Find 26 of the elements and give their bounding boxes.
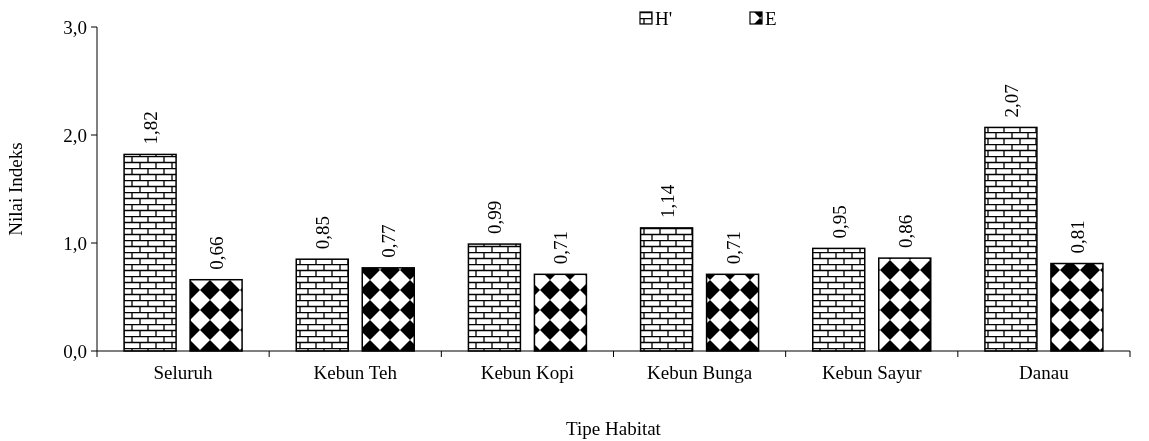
x-tick-label: Kebun Sayur: [821, 362, 923, 383]
x-tick-label: Kebun Kopi: [480, 362, 575, 383]
data-label: 0,99: [484, 200, 506, 235]
data-label: 0,95: [828, 205, 850, 239]
y-tick-label: 2,0: [63, 124, 87, 146]
data-label: 1,82: [140, 111, 162, 145]
x-axis-title: Tipe Habitat: [566, 418, 662, 439]
y-tick-label: 3,0: [63, 16, 87, 38]
data-label: 0,81: [1066, 220, 1088, 254]
data-label: 0,71: [550, 231, 572, 265]
data-label: 2,07: [1000, 84, 1022, 118]
y-tick-label: 0,0: [63, 340, 87, 362]
data-label: 0,86: [894, 214, 916, 249]
y-axis-title: Nilai Indeks: [5, 142, 26, 236]
x-tick-label: Kebun Teh: [313, 362, 398, 383]
data-label: 0,85: [312, 215, 334, 250]
data-label: 1,14: [656, 184, 678, 218]
x-tick-label: Danau: [1019, 362, 1070, 383]
legend-label: H': [655, 7, 673, 29]
x-tick-label: Kebun Bunga: [647, 362, 753, 383]
legend-label: E: [765, 7, 777, 29]
data-label: 0,77: [378, 224, 400, 258]
x-tick-label: Seluruh: [153, 362, 214, 383]
data-label: 0,71: [722, 231, 744, 265]
y-tick-label: 1,0: [63, 232, 87, 254]
data-label: 0,66: [206, 236, 228, 270]
